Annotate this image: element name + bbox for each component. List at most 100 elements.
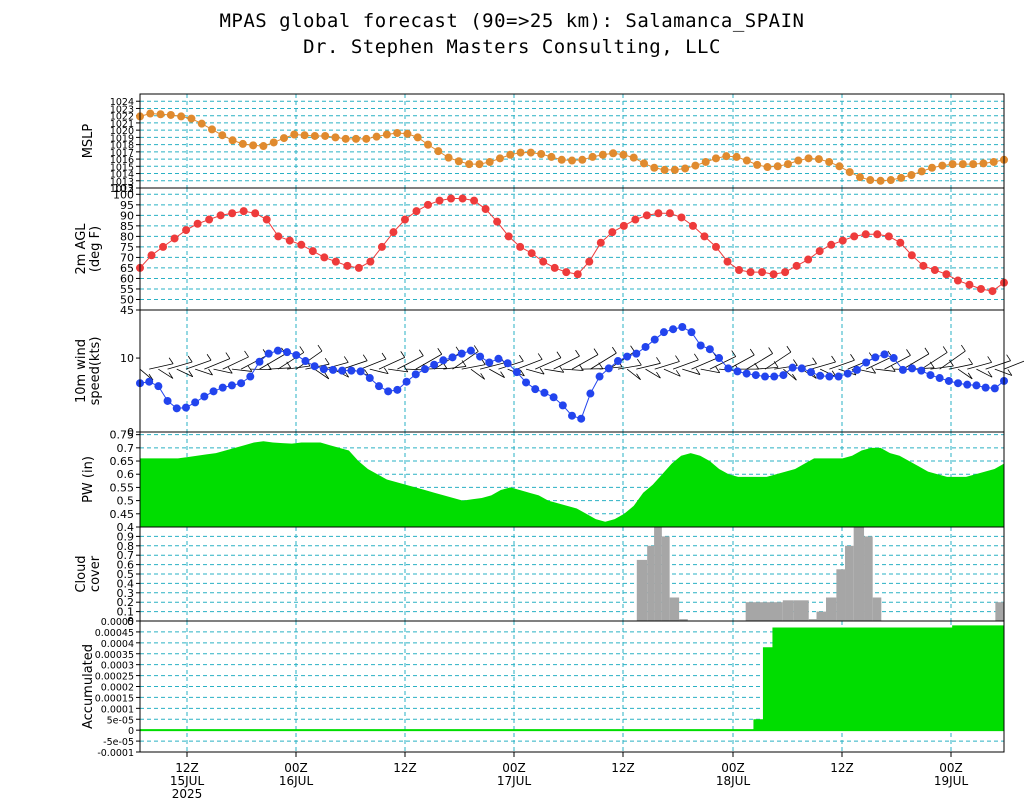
wind-barb-feather: [636, 358, 642, 366]
wind-barb: [921, 352, 948, 370]
panel-0-data-point: [578, 155, 587, 164]
panel-1-data-point: [251, 209, 260, 218]
panel-1-ytick-label: 90: [120, 209, 134, 222]
panel-1-ytick-label: 60: [120, 272, 134, 285]
panel-0-data-point: [156, 110, 165, 119]
panel-0-data-point: [403, 129, 412, 138]
panel-1-data-point: [205, 215, 214, 224]
panel-4-ytick-label: 0: [127, 615, 134, 628]
wind-barb: [553, 355, 580, 370]
panel-0-data-point: [722, 152, 731, 161]
wind-barb-feather: [324, 357, 330, 365]
panel-1-ylabel: (deg F): [88, 226, 103, 272]
panel-2-data-point: [347, 366, 356, 375]
panel-0-ytick-label: 1014: [110, 170, 134, 181]
wind-barb: [240, 355, 268, 370]
wind-barb-feather: [1006, 354, 1011, 361]
wind-barb: [985, 360, 1011, 370]
panel-2-data-point: [954, 379, 963, 388]
panel-1-ytick-label: 65: [120, 262, 134, 275]
panel-2-data-point: [696, 341, 705, 350]
time-tick-label: 12Z: [393, 761, 417, 775]
wind-barb: [617, 364, 642, 370]
panel-2-data-point: [430, 360, 439, 369]
wind-barb-feather: [961, 344, 966, 352]
panel-1-ytick-label: 50: [120, 293, 134, 306]
panel-0-data-point: [629, 153, 638, 162]
panel-2-data-point: [852, 365, 861, 374]
panel-2-data-point: [549, 393, 558, 402]
panel-2-data-point: [264, 349, 273, 358]
wind-barb-feather: [1007, 369, 1013, 376]
wind-barb: [388, 368, 408, 373]
panel-0-ytick-label: 1024: [110, 97, 134, 108]
wind-barb: [204, 358, 231, 370]
panel-2-data-point: [181, 403, 190, 412]
panel-1-data-point: [642, 211, 651, 220]
panel-2-data-point: [365, 374, 374, 383]
panel-1-data-point: [447, 194, 456, 203]
panel-2-data-point: [742, 369, 751, 378]
panel-2-data-point: [761, 372, 770, 381]
panel-2-data-point: [227, 381, 236, 390]
panel-1-data-point: [274, 232, 283, 241]
panel-0-data-point: [979, 159, 988, 168]
wind-barb: [470, 368, 485, 380]
panel-0-data-point: [166, 110, 175, 119]
panel-3-ytick-label: 0.55: [110, 481, 135, 494]
panel-5-frame: [139, 620, 1005, 753]
wind-barb-feather: [403, 365, 409, 373]
panel-0-data-point: [825, 157, 834, 166]
wind-barb: [415, 353, 442, 370]
panel-1-data-point: [896, 238, 905, 247]
panel-0-data-point: [856, 173, 864, 182]
panel-0-data-point: [496, 154, 504, 163]
wind-barb: [259, 353, 286, 370]
wind-barb: [672, 359, 699, 370]
cloud-bar: [661, 536, 670, 621]
panel-0-data-point: [835, 162, 844, 171]
panel-5-ytick-label: 0.0001: [101, 704, 134, 715]
panel-2-ylabel: 10m wind: [74, 339, 89, 403]
panel-1-data-point: [424, 200, 432, 209]
panel-0-data-point: [485, 157, 494, 166]
panel-2-data-point: [356, 367, 365, 376]
panel-3-ytick-label: 0.4: [117, 521, 135, 534]
panel-0-ytick-label: 1021: [110, 119, 134, 130]
panel-2-data-point: [402, 377, 411, 386]
panel-2-data-point: [154, 382, 163, 391]
panel-5-ytick-label: 0.0003: [101, 661, 134, 672]
panel-0-ytick-label: 1012: [110, 184, 134, 195]
wind-barb-feather: [612, 346, 617, 354]
panel-2-data-point: [494, 354, 503, 363]
panel-1-data-point: [781, 268, 790, 277]
panel-0-data-point: [712, 154, 720, 163]
wind-barb: [902, 353, 930, 370]
panel-2-data-point: [283, 348, 292, 357]
wind-barb: [682, 368, 701, 375]
panel-1-data-point: [884, 232, 893, 241]
panel-1-data-point: [400, 215, 409, 224]
panel-0-data-point: [742, 156, 751, 165]
panel-3-ytick-label: 0.6: [117, 468, 135, 481]
wind-barb-feather: [749, 348, 755, 356]
wind-barb-feather: [208, 368, 213, 376]
panel-0-ytick-label: 1013: [110, 177, 134, 188]
panel-1-data-point: [573, 270, 582, 279]
panel-0-data-point: [681, 164, 690, 173]
panel-0-data-point: [640, 159, 648, 168]
panel-2-data-point: [393, 385, 402, 394]
panel-2-data-point: [531, 385, 540, 394]
wind-barb: [268, 367, 291, 370]
panel-0-data-point: [547, 152, 556, 161]
panel-2-data-point: [522, 378, 531, 387]
wind-barb: [397, 355, 424, 370]
panel-3-ytick-label: 0.7: [117, 442, 135, 455]
panel-2-data-point: [595, 372, 604, 381]
panel-1-data-point: [159, 242, 168, 251]
wind-barb-feather: [168, 357, 174, 364]
panel-1-data-point: [562, 268, 571, 277]
wind-barb-feather: [324, 372, 330, 380]
wind-barb: [314, 368, 330, 380]
wind-barb-feather: [362, 354, 368, 361]
